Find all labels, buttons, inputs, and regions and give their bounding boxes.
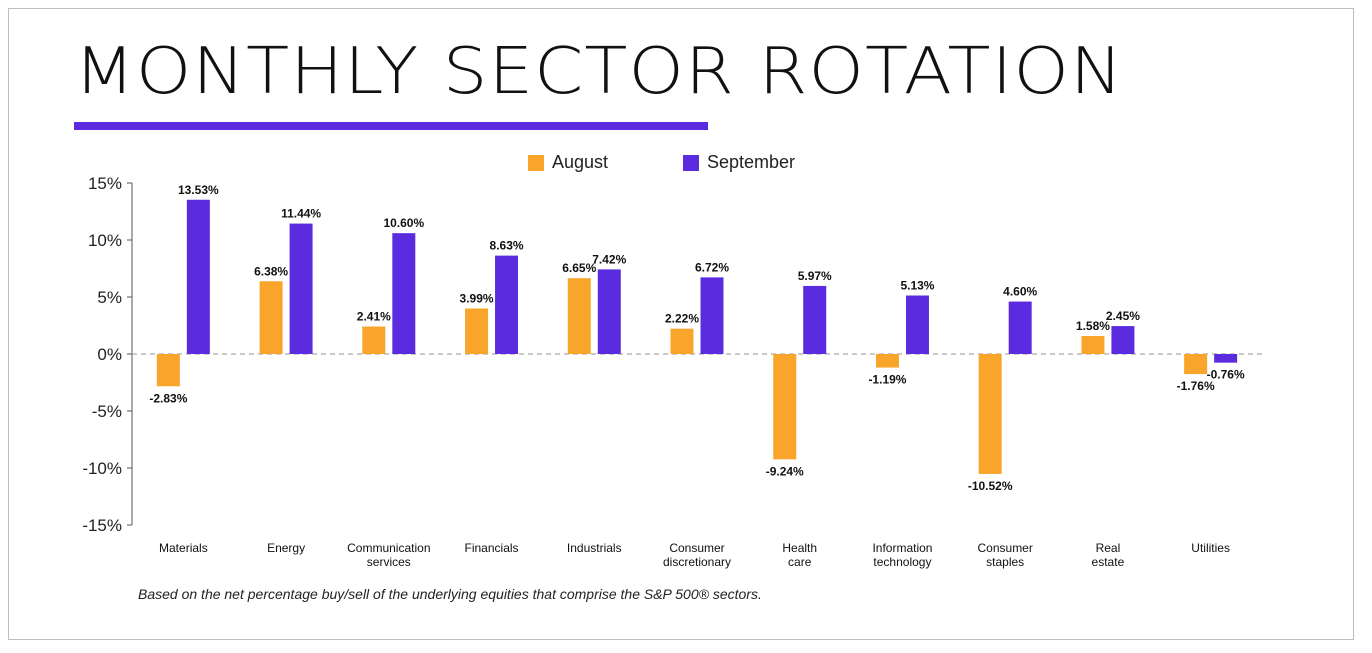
y-tick-label: -5% [92, 402, 122, 421]
bar-august-materials [156, 354, 180, 387]
chart-frame [8, 8, 1354, 640]
chart-caption: Based on the net percentage buy/sell of … [138, 586, 762, 602]
data-label: 2.22% [665, 312, 699, 326]
data-label: 5.13% [900, 279, 934, 293]
x-tick-label: Utilities [1191, 541, 1230, 555]
y-tick-label: -10% [82, 459, 122, 478]
bar-september-energy [289, 223, 313, 354]
x-tick-label: Communication services [347, 541, 430, 569]
x-tick-label: Consumer discretionary [663, 541, 731, 569]
bar-august-information-technology [875, 354, 899, 368]
bar-september-consumer-discretionary [700, 277, 724, 354]
data-label: 6.72% [695, 260, 729, 274]
y-tick-label: 5% [97, 288, 122, 307]
data-label: 2.45% [1106, 309, 1140, 323]
x-tick-label: Energy [267, 541, 305, 555]
data-label: 4.60% [1003, 285, 1037, 299]
x-tick-label: Real estate [1092, 541, 1125, 569]
bar-september-consumer-staples [1008, 301, 1032, 354]
bar-september-industrials [597, 269, 621, 354]
x-tick-label: Health care [782, 541, 817, 569]
bar-august-health-care [773, 354, 797, 460]
data-label: 11.44% [281, 207, 321, 221]
legend-label-september: September [707, 152, 796, 172]
x-tick-label: Information technology [872, 541, 932, 569]
data-label: -2.83% [149, 391, 187, 405]
data-label: -0.76% [1207, 368, 1245, 382]
bar-september-financials [495, 255, 519, 354]
bar-september-utilities [1214, 354, 1238, 363]
data-label: 7.42% [592, 252, 626, 266]
bar-september-health-care [803, 285, 827, 354]
x-tick-label: Materials [159, 541, 208, 555]
bar-september-real-estate [1111, 326, 1135, 354]
legend-item-august: August [528, 152, 608, 173]
data-label: 5.97% [798, 269, 832, 283]
data-label: -9.24% [766, 464, 804, 478]
data-label: -1.19% [868, 373, 906, 387]
bar-august-industrials [567, 278, 591, 354]
bar-august-real-estate [1081, 335, 1105, 354]
y-tick-label: 10% [88, 231, 122, 250]
data-label: 8.63% [490, 239, 524, 253]
page-title: MONTHLY SECTOR ROTATION [74, 35, 1124, 109]
bar-august-utilities [1184, 354, 1208, 375]
data-label: -1.76% [1177, 379, 1215, 393]
legend-swatch-september [683, 154, 699, 171]
legend-item-september: September [683, 152, 795, 173]
bar-august-communication-services [362, 326, 386, 354]
y-tick-label: -15% [82, 516, 122, 535]
data-label: 6.65% [562, 261, 596, 275]
title-underline [74, 122, 708, 130]
bar-september-communication-services [392, 233, 416, 354]
legend-label-august: August [552, 152, 609, 172]
y-tick-label: 0% [97, 345, 122, 364]
data-label: 3.99% [460, 292, 494, 306]
bar-august-consumer-discretionary [670, 328, 694, 354]
legend-swatch-august [528, 154, 544, 171]
data-label: 2.41% [357, 310, 391, 324]
bar-september-information-technology [905, 295, 929, 354]
bar-august-consumer-staples [978, 354, 1002, 474]
bar-august-energy [259, 281, 283, 354]
data-label: 10.60% [383, 216, 424, 230]
x-tick-label: Financials [465, 541, 519, 555]
x-tick-label: Consumer staples [978, 541, 1033, 569]
data-label: 6.38% [254, 264, 288, 278]
bar-september-materials [186, 199, 210, 354]
data-label: -10.52% [968, 479, 1013, 493]
data-label: 1.58% [1076, 319, 1110, 333]
data-label: 13.53% [178, 183, 219, 197]
bar-august-financials [465, 308, 489, 354]
x-tick-label: Industrials [567, 541, 622, 555]
y-tick-label: 15% [88, 174, 122, 193]
